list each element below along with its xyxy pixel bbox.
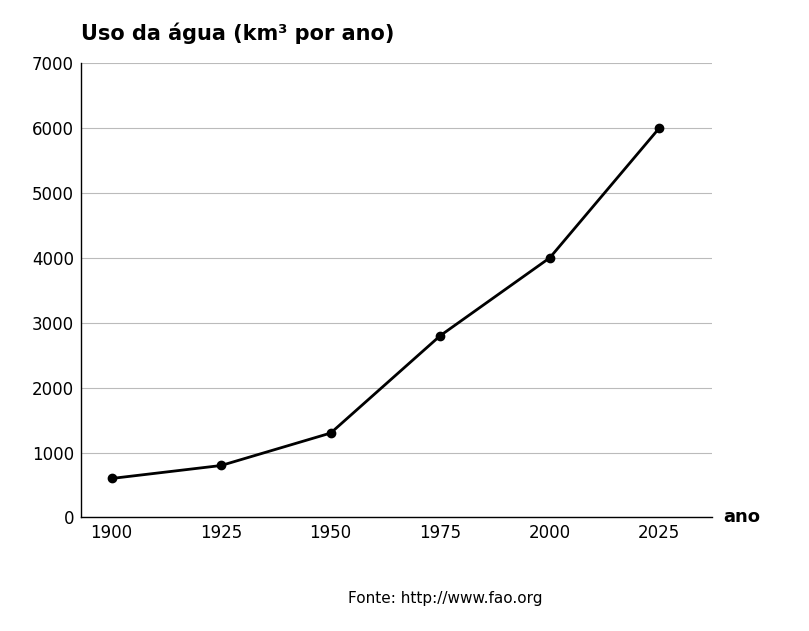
Text: Uso da água (km³ por ano): Uso da água (km³ por ano) [81,23,394,44]
Text: Fonte: http://www.fao.org: Fonte: http://www.fao.org [348,591,542,606]
Text: ano: ano [723,509,760,526]
